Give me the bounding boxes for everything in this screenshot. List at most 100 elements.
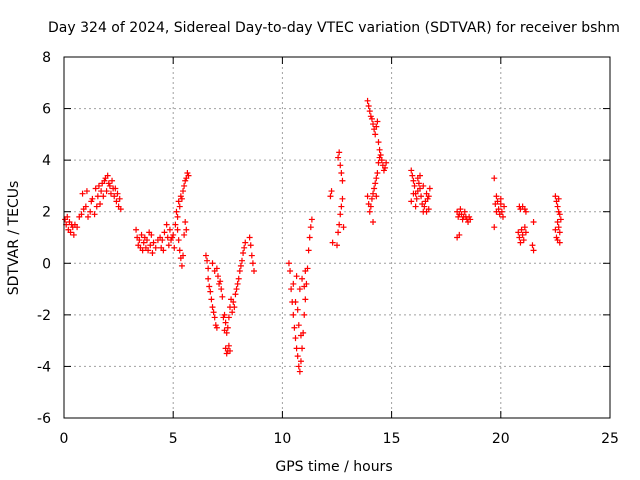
- data-points: [62, 97, 564, 375]
- data-point: [174, 213, 181, 220]
- data-point: [454, 234, 461, 241]
- data-point: [207, 288, 214, 295]
- data-point: [328, 188, 335, 195]
- data-point: [222, 319, 229, 326]
- data-point: [109, 177, 116, 184]
- data-point: [364, 193, 371, 200]
- data-point: [180, 188, 187, 195]
- data-point: [172, 221, 179, 228]
- data-point: [292, 335, 299, 342]
- data-point: [246, 234, 253, 241]
- data-point: [295, 322, 302, 329]
- data-point: [383, 159, 390, 166]
- data-point: [103, 188, 110, 195]
- data-point: [205, 275, 212, 282]
- data-point: [116, 195, 123, 202]
- x-tick-label: 10: [273, 431, 291, 447]
- y-tick-label: 0: [42, 256, 51, 272]
- data-point: [238, 257, 245, 264]
- data-point: [82, 203, 89, 210]
- data-point: [368, 115, 375, 122]
- data-point: [117, 206, 124, 213]
- y-tick-label: 2: [42, 205, 51, 221]
- data-point: [178, 195, 185, 202]
- data-point: [211, 314, 218, 321]
- data-point: [370, 219, 377, 226]
- data-point: [306, 234, 313, 241]
- data-point: [95, 182, 102, 189]
- data-point: [91, 211, 98, 218]
- data-point: [249, 260, 256, 267]
- data-point: [178, 262, 185, 269]
- data-point: [232, 291, 239, 298]
- data-point: [308, 216, 315, 223]
- data-point: [140, 239, 147, 246]
- data-point: [165, 242, 172, 249]
- data-point: [111, 193, 118, 200]
- x-axis-label: GPS time / hours: [275, 459, 392, 475]
- data-point: [290, 280, 297, 287]
- data-point: [234, 280, 241, 287]
- data-point: [87, 208, 94, 215]
- data-point: [557, 216, 564, 223]
- data-point: [518, 226, 525, 233]
- data-point: [373, 193, 380, 200]
- data-point: [367, 203, 374, 210]
- data-point: [159, 237, 166, 244]
- data-point: [218, 286, 225, 293]
- data-point: [373, 123, 380, 130]
- data-point: [166, 226, 173, 233]
- data-point: [307, 224, 314, 231]
- data-point: [552, 193, 559, 200]
- data-point: [516, 234, 523, 241]
- data-point: [209, 304, 216, 311]
- data-point: [183, 226, 190, 233]
- data-point: [98, 188, 105, 195]
- data-point: [552, 226, 559, 233]
- data-point: [89, 195, 96, 202]
- data-point: [219, 293, 226, 300]
- data-point: [152, 244, 159, 251]
- data-point: [85, 213, 92, 220]
- data-point: [79, 190, 86, 197]
- data-point: [230, 298, 237, 305]
- data-point: [495, 206, 502, 213]
- data-point: [295, 363, 302, 370]
- data-point: [423, 208, 430, 215]
- data-point: [139, 247, 146, 254]
- data-point: [70, 231, 77, 238]
- y-tick-label: -2: [37, 308, 51, 324]
- data-point: [375, 139, 382, 146]
- data-point: [364, 97, 371, 104]
- data-point: [556, 239, 563, 246]
- data-point: [210, 309, 217, 316]
- data-point: [408, 198, 415, 205]
- data-point: [555, 224, 562, 231]
- data-point: [410, 177, 417, 184]
- data-point: [251, 268, 258, 275]
- data-point: [335, 154, 342, 161]
- data-point: [223, 329, 230, 336]
- data-point: [106, 182, 113, 189]
- data-point: [373, 175, 380, 182]
- data-point: [501, 203, 508, 210]
- data-point: [554, 219, 561, 226]
- data-point: [182, 219, 189, 226]
- data-point: [336, 149, 343, 156]
- data-point: [530, 247, 537, 254]
- data-point: [174, 226, 181, 233]
- data-point: [376, 146, 383, 153]
- data-point: [64, 213, 71, 220]
- x-tick-labels: 0 5 10 15 20 25: [60, 431, 619, 447]
- data-point: [206, 283, 213, 290]
- data-point: [74, 224, 81, 231]
- data-point: [83, 188, 90, 195]
- data-point: [290, 311, 297, 318]
- data-point: [170, 231, 177, 238]
- data-point: [412, 203, 419, 210]
- data-point: [305, 247, 312, 254]
- data-point: [415, 180, 422, 187]
- data-point: [225, 342, 232, 349]
- data-point: [372, 131, 379, 138]
- data-point: [410, 190, 417, 197]
